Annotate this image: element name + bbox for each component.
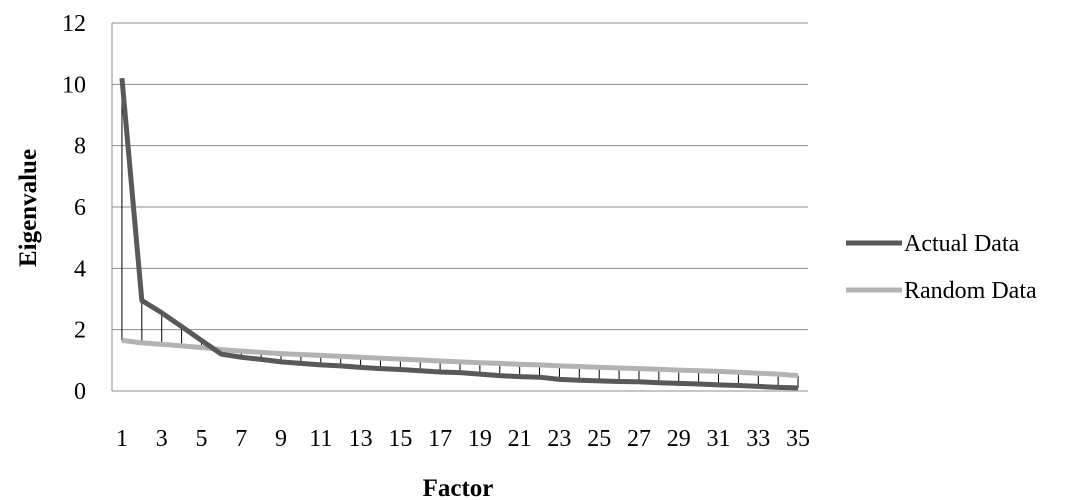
x-tick-label: 13 <box>349 426 373 452</box>
legend: Actual Data Random Data <box>846 231 1037 304</box>
series-layer <box>119 77 799 391</box>
x-tick-label: 23 <box>547 426 571 452</box>
x-tick-label: 15 <box>388 426 412 452</box>
y-tick-label: 8 <box>74 134 86 160</box>
x-tick-label: 17 <box>428 426 452 452</box>
x-tick-label: 5 <box>195 426 207 452</box>
x-tick-label: 1 <box>116 426 128 452</box>
y-axis-title: Eigenvalue <box>15 149 42 267</box>
x-tick-labels: 1 3 5 7 9 11 13 15 17 19 21 23 25 27 29 31 33 35 <box>116 426 810 452</box>
y-tick-label: 4 <box>74 256 86 282</box>
x-tick-label: 19 <box>468 426 492 452</box>
y-tick-label: 6 <box>74 195 86 221</box>
y-tick-label: 2 <box>74 318 86 344</box>
y-tick-label: 0 <box>74 379 86 405</box>
x-tick-label: 33 <box>746 426 770 452</box>
series-actual-data-line <box>119 77 799 391</box>
axes <box>111 23 808 392</box>
x-tick-label: 11 <box>309 426 332 452</box>
x-axis-title: Factor <box>423 475 494 500</box>
x-tick-label: 29 <box>667 426 691 452</box>
series-random-data-line <box>121 337 799 379</box>
gridlines <box>112 22 808 331</box>
x-tick-label: 27 <box>627 426 651 452</box>
x-tick-label: 3 <box>156 426 168 452</box>
y-tick-labels: 0 2 4 6 8 10 12 <box>62 11 86 405</box>
x-tick-label: 9 <box>275 426 287 452</box>
x-tick-label: 21 <box>508 426 532 452</box>
x-tick-label: 31 <box>707 426 731 452</box>
x-tick-label: 35 <box>786 426 810 452</box>
x-tick-label: 25 <box>587 426 611 452</box>
y-tick-label: 10 <box>62 72 86 98</box>
difference-lines <box>121 78 799 388</box>
legend-label-actual: Actual Data <box>904 231 1020 257</box>
y-tick-label: 12 <box>62 11 86 37</box>
legend-label-random: Random Data <box>904 278 1037 304</box>
x-tick-label: 7 <box>235 426 247 452</box>
